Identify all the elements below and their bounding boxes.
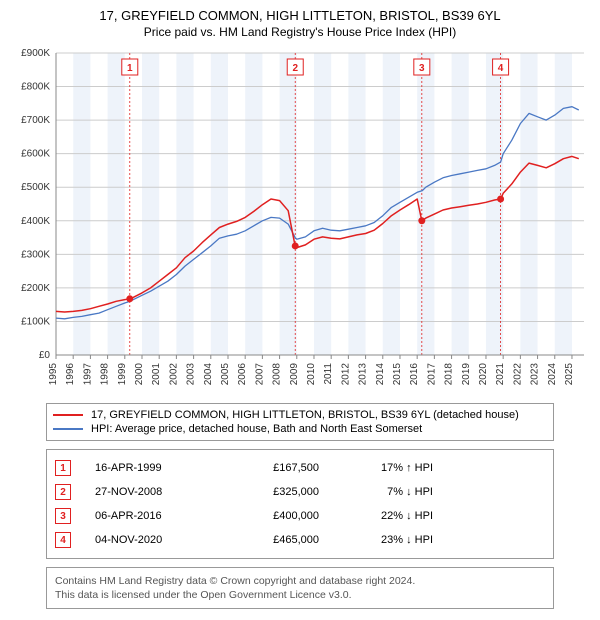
legend-swatch-property	[53, 414, 83, 416]
svg-text:2019: 2019	[461, 363, 472, 386]
svg-text:2004: 2004	[203, 363, 214, 386]
svg-text:2006: 2006	[237, 363, 248, 386]
svg-text:£400K: £400K	[21, 216, 50, 227]
sale-marker-badge: 1	[55, 460, 71, 476]
sales-row: 3 06-APR-2016 £400,000 22% ↓ HPI	[55, 504, 545, 528]
sale-price: £465,000	[229, 534, 319, 546]
svg-text:1996: 1996	[65, 363, 76, 386]
sale-marker-badge: 3	[55, 508, 71, 524]
svg-text:2023: 2023	[530, 363, 541, 386]
svg-text:£200K: £200K	[21, 283, 50, 294]
svg-text:1998: 1998	[100, 363, 111, 386]
svg-text:4: 4	[498, 63, 504, 74]
legend-box: 17, GREYFIELD COMMON, HIGH LITTLETON, BR…	[46, 403, 554, 441]
svg-text:2022: 2022	[512, 363, 523, 386]
sales-table: 1 16-APR-1999 £167,500 17% ↑ HPI 2 27-NOV-200…	[46, 449, 554, 559]
svg-text:2007: 2007	[254, 363, 265, 386]
svg-text:2014: 2014	[375, 363, 386, 386]
sales-row: 1 16-APR-1999 £167,500 17% ↑ HPI	[55, 456, 545, 480]
svg-text:£700K: £700K	[21, 115, 50, 126]
svg-text:2018: 2018	[444, 363, 455, 386]
legend-row-property: 17, GREYFIELD COMMON, HIGH LITTLETON, BR…	[53, 408, 547, 422]
svg-text:2015: 2015	[392, 363, 403, 386]
svg-text:1999: 1999	[117, 363, 128, 386]
svg-text:3: 3	[419, 63, 425, 74]
svg-text:2002: 2002	[168, 363, 179, 386]
svg-text:£500K: £500K	[21, 182, 50, 193]
sales-row: 4 04-NOV-2020 £465,000 23% ↓ HPI	[55, 528, 545, 552]
svg-text:2011: 2011	[323, 363, 334, 385]
sale-pct-vs-hpi: 23% ↓ HPI	[343, 534, 433, 546]
svg-text:2005: 2005	[220, 363, 231, 386]
sales-row: 2 27-NOV-2008 £325,000 7% ↓ HPI	[55, 480, 545, 504]
svg-text:2016: 2016	[409, 363, 420, 386]
svg-text:£0: £0	[39, 350, 51, 361]
sale-date: 16-APR-1999	[95, 462, 205, 474]
chart-title: 17, GREYFIELD COMMON, HIGH LITTLETON, BR…	[10, 8, 590, 23]
svg-text:£100K: £100K	[21, 316, 50, 327]
svg-text:2017: 2017	[426, 363, 437, 386]
chart-subtitle: Price paid vs. HM Land Registry's House …	[10, 25, 590, 39]
svg-text:2021: 2021	[495, 363, 506, 386]
sale-date: 27-NOV-2008	[95, 486, 205, 498]
svg-text:2008: 2008	[272, 363, 283, 386]
sale-marker-badge: 4	[55, 532, 71, 548]
svg-text:2013: 2013	[358, 363, 369, 386]
sale-price: £400,000	[229, 510, 319, 522]
attribution-line1: Contains HM Land Registry data © Crown c…	[55, 574, 545, 588]
svg-text:2: 2	[292, 63, 298, 74]
legend-swatch-hpi	[53, 428, 83, 430]
svg-text:1: 1	[127, 63, 133, 74]
sale-pct-vs-hpi: 17% ↑ HPI	[343, 462, 433, 474]
svg-text:2025: 2025	[564, 363, 575, 386]
attribution-line2: This data is licensed under the Open Gov…	[55, 588, 545, 602]
svg-text:2020: 2020	[478, 363, 489, 386]
legend-label-hpi: HPI: Average price, detached house, Bath…	[91, 423, 422, 435]
sale-price: £325,000	[229, 486, 319, 498]
svg-text:2010: 2010	[306, 363, 317, 386]
svg-text:2003: 2003	[186, 363, 197, 386]
svg-text:1995: 1995	[48, 363, 59, 386]
svg-text:2024: 2024	[547, 363, 558, 386]
sale-price: £167,500	[229, 462, 319, 474]
legend-row-hpi: HPI: Average price, detached house, Bath…	[53, 422, 547, 436]
chart-svg: £0 £100K £200K £300K £400K £500K £600K £700K £80…	[10, 45, 590, 395]
sale-pct-vs-hpi: 22% ↓ HPI	[343, 510, 433, 522]
svg-text:2000: 2000	[134, 363, 145, 386]
svg-text:2012: 2012	[340, 363, 351, 386]
sale-date: 06-APR-2016	[95, 510, 205, 522]
sale-pct-vs-hpi: 7% ↓ HPI	[343, 486, 433, 498]
svg-text:£800K: £800K	[21, 82, 50, 93]
svg-text:1997: 1997	[82, 363, 93, 386]
sale-marker-badge: 2	[55, 484, 71, 500]
chart-container: 17, GREYFIELD COMMON, HIGH LITTLETON, BR…	[0, 0, 600, 619]
svg-text:£300K: £300K	[21, 249, 50, 260]
svg-text:£900K: £900K	[21, 48, 50, 59]
legend-label-property: 17, GREYFIELD COMMON, HIGH LITTLETON, BR…	[91, 409, 519, 421]
svg-text:2001: 2001	[151, 363, 162, 386]
svg-text:2009: 2009	[289, 363, 300, 386]
chart-plot-area: £0 £100K £200K £300K £400K £500K £600K £700K £80…	[10, 45, 590, 395]
sale-date: 04-NOV-2020	[95, 534, 205, 546]
svg-text:£600K: £600K	[21, 149, 50, 160]
attribution-box: Contains HM Land Registry data © Crown c…	[46, 567, 554, 609]
